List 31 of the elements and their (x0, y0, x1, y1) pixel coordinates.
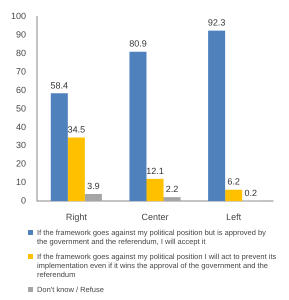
y-tick-label: 50 (16, 103, 26, 114)
data-label: 3.9 (87, 180, 100, 191)
y-tick-label: 40 (16, 122, 26, 132)
data-label: 58.4 (50, 80, 68, 90)
x-tick-label: Center (142, 212, 169, 222)
bar (68, 137, 85, 202)
bar (208, 30, 226, 202)
data-label: 6.2 (227, 176, 240, 187)
bar (129, 52, 146, 202)
data-label: 0.2 (244, 188, 257, 198)
bar (164, 197, 181, 202)
y-tick-label: 70 (16, 66, 26, 76)
y-tick-label: 10 (16, 177, 26, 188)
bar (50, 93, 68, 202)
y-tick-label: 90 (16, 29, 26, 40)
data-label: 92.3 (208, 18, 226, 28)
y-tick-label: 100 (10, 10, 26, 21)
data-label: 12.1 (146, 166, 164, 176)
y-tick-label: 60 (16, 84, 26, 95)
x-tick-label: Left (226, 212, 242, 222)
y-tick-label: 0 (21, 196, 26, 206)
bar (225, 190, 242, 202)
y-tick-label: 30 (16, 140, 26, 150)
data-label: 80.9 (129, 38, 147, 49)
y-tick-label: 20 (16, 158, 26, 169)
data-label: 2.2 (166, 184, 178, 194)
data-label: 34.5 (68, 124, 86, 134)
bar (84, 194, 102, 202)
y-tick-label: 80 (16, 48, 26, 58)
x-tick-label: Right (66, 212, 88, 222)
bar (146, 178, 164, 202)
